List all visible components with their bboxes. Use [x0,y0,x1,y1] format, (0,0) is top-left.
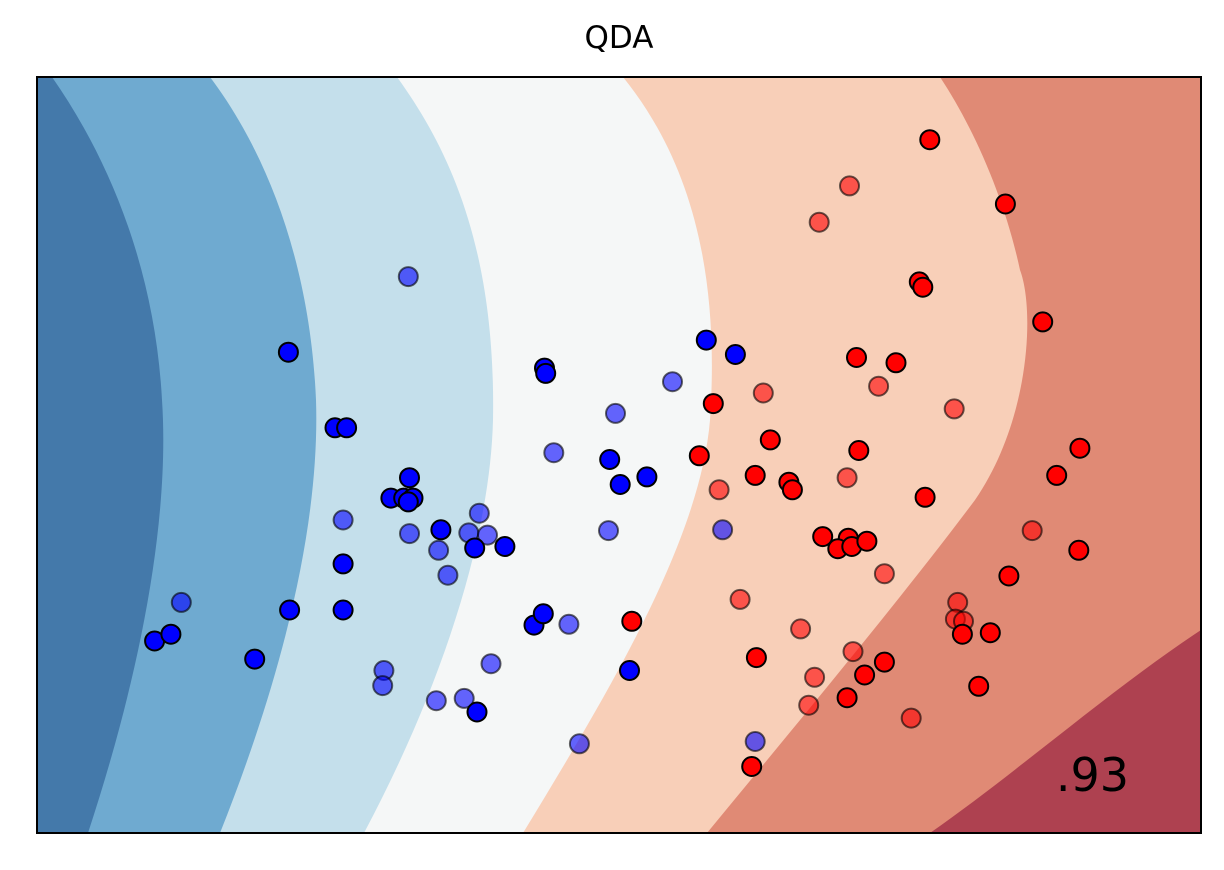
blue-train-point [724,344,746,365]
red-train-point [914,486,936,508]
red-train-point [848,440,870,461]
red-test-point [708,479,730,501]
blue-test-point [543,442,565,464]
red-train-point [885,352,907,374]
red-test-point [804,666,826,688]
blue-train-point [332,553,354,575]
red-train-point [1069,437,1091,459]
blue-test-point [662,371,683,393]
red-train-point [1046,464,1068,486]
axes-frame [36,76,1202,834]
blue-test-point [397,266,419,288]
blue-test-point [332,509,354,531]
blue-test-point [453,687,475,709]
red-train-point [688,445,710,467]
red-train-point [919,129,941,151]
blue-test-point [468,502,490,524]
blue-train-point [430,519,452,541]
red-test-point [868,375,890,397]
red-test-point [842,641,864,663]
blue-train-point [535,362,557,384]
blue-test-point [480,653,502,675]
red-train-point [812,526,834,548]
blue-test-point [425,690,447,712]
blue-train-point [464,537,486,559]
red-test-point [798,694,820,716]
blue-test-point [598,520,619,542]
red-train-point [912,276,934,298]
red-train-point [1032,311,1054,333]
red-train-point [846,347,867,368]
contour-band [707,77,1201,833]
blue-train-point [619,660,640,681]
blue-test-point [558,613,580,635]
contour-band [930,630,1201,833]
blue-train-point [279,599,301,621]
blue-train-point [609,474,631,495]
blue-train-point [277,341,299,363]
blue-test-point [712,519,734,541]
red-train-point [854,664,876,686]
blue-test-point [170,591,192,613]
blue-train-point [636,466,658,488]
red-train-point [994,193,1016,215]
blue-train-point [599,449,621,470]
red-train-point [759,429,781,451]
blue-test-point [477,524,498,546]
red-train-point [621,610,643,632]
red-train-point [998,565,1020,587]
blue-test-point [372,675,394,697]
blue-train-point [397,491,419,513]
blue-train-point [160,623,182,645]
red-test-point [900,707,922,729]
red-test-point [1021,520,1043,542]
red-train-point [1068,539,1090,561]
blue-train-point [466,701,488,723]
blue-train-point [332,599,354,621]
blue-test-point [428,539,450,561]
blue-train-point [695,329,717,351]
red-test-point [943,398,965,420]
red-train-point [836,687,858,709]
red-test-point [839,175,860,197]
red-test-point [752,382,774,404]
blue-train-point [336,417,358,439]
blue-test-point [399,523,420,545]
red-test-point [790,618,812,640]
red-train-point [745,647,767,669]
red-train-point [781,479,803,501]
red-train-point [856,530,878,552]
red-test-point [729,588,751,610]
blue-train-point [244,648,266,670]
blue-train-point [399,467,420,489]
blue-train-point [532,603,554,625]
red-test-point [836,467,858,489]
red-train-point [951,623,973,645]
blue-test-point [605,402,626,424]
blue-train-point [494,536,516,557]
chart-title: QDA [584,20,654,56]
blue-test-point [437,564,459,586]
red-test-point [808,211,830,233]
blue-test-point [744,731,766,752]
red-train-point [979,622,1001,644]
red-test-point [873,563,895,585]
blue-test-point [568,733,590,755]
red-train-point [741,756,763,777]
red-train-point [968,675,990,697]
red-train-point [873,651,895,673]
score-label: .93 [1055,748,1129,802]
red-train-point [744,464,766,486]
red-train-point [702,393,724,415]
